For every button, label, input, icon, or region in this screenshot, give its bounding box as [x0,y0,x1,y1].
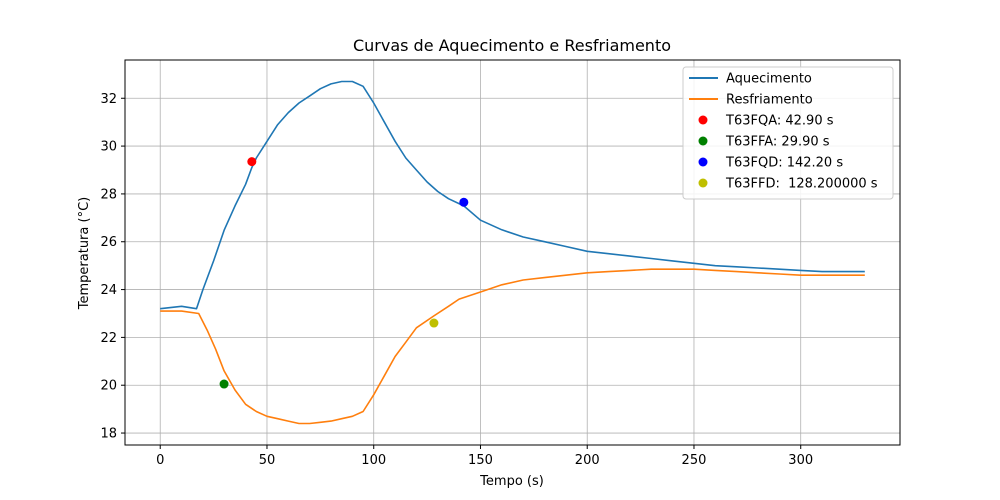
x-tick-label: 300 [788,453,813,468]
legend-label: Aquecimento [726,72,812,87]
legend-marker-swatch [698,178,708,188]
chart-title: Curvas de Aquecimento e Resfriamento [353,36,671,55]
y-tick-label: 30 [100,140,117,155]
legend-label: T63FQD: 142.20 s [725,156,843,171]
series-group [160,80,865,425]
legend-label: T63FFD: 128.200000 s [725,177,878,192]
marker-point [219,379,229,389]
legend-marker-swatch [698,115,708,125]
y-tick-label: 28 [100,187,117,202]
legend-label: T63FFA: 29.90 s [725,135,830,150]
y-tick-label: 20 [100,379,117,394]
x-tick-label: 200 [575,453,600,468]
x-tick-label: 150 [468,453,493,468]
y-tick-label: 24 [100,283,117,298]
legend-label: T63FQA: 42.90 s [725,114,834,129]
legend-label: Resfriamento [726,93,813,108]
legend: Aquecimento Resfriamento T63FQA: 42.90 s T6… [682,66,894,200]
ticks: 0 50 100 150 200 250 300 18 20 22 24 26 28 30 32 [100,92,813,468]
x-tick-label: 250 [682,453,707,468]
plot-frame [124,59,901,446]
legend-marker-swatch [698,157,708,167]
marker-point [247,157,257,167]
marker-point [429,318,439,328]
grid [125,60,900,445]
y-tick-label: 18 [100,427,117,442]
marker-point [459,197,469,207]
series-line-aquecimento [160,80,865,310]
legend-box [682,66,894,200]
y-tick-label: 22 [100,331,117,346]
x-axis-label: Tempo (s) [479,474,544,489]
x-tick-label: 0 [156,453,164,468]
y-axis-label: Temperatura (°C) [77,197,92,310]
y-tick-label: 32 [100,92,117,107]
x-tick-label: 50 [259,453,276,468]
x-tick-label: 100 [361,453,386,468]
series-line-resfriamento [160,268,865,425]
y-tick-label: 26 [100,235,117,250]
legend-marker-swatch [698,136,708,146]
